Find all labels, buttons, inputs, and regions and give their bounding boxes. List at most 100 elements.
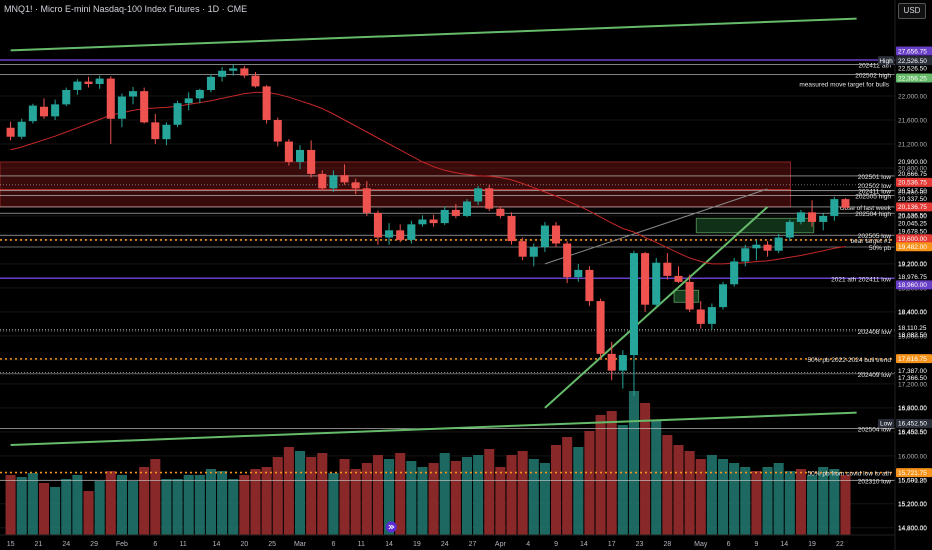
price-pill-label: 18,082.50 (898, 332, 927, 339)
price-pill (896, 242, 932, 252)
y-tick-label: 18,400.00 (898, 309, 927, 316)
price-pill-label: 20,136.50 (898, 213, 927, 220)
price-pill-label: 20,900.00 (898, 159, 927, 166)
volume-bar (395, 453, 406, 535)
volume-bar (205, 469, 216, 535)
volume-bar (784, 471, 795, 535)
volume-bar (461, 457, 473, 535)
price-pill-label: 19,482.00 (898, 244, 927, 251)
candle-body (496, 208, 505, 216)
price-pill (878, 56, 894, 66)
candle-body (585, 269, 594, 302)
candle-body (162, 124, 171, 140)
volume-bar (128, 481, 139, 535)
candle-body (418, 219, 427, 225)
candle-body (129, 91, 138, 97)
volume-bar (551, 445, 562, 535)
candle-body (362, 188, 371, 213)
candle-body (340, 175, 349, 183)
candle-body (106, 78, 115, 119)
volume-bar (83, 491, 94, 535)
candle-body (618, 355, 627, 371)
tv-logo-icon[interactable] (385, 521, 397, 533)
volume-bar (294, 451, 306, 535)
y-tick-label: 21,600.00 (898, 117, 927, 124)
candle-body (518, 241, 527, 257)
volume-bar (72, 475, 83, 535)
candle-body (730, 261, 739, 285)
price-pill-label: 15,591.25 (898, 478, 927, 485)
volume-bar (350, 469, 361, 535)
level-label: 202412 ath (858, 62, 891, 69)
candle-body (819, 215, 828, 222)
level-label: 202502 low (858, 183, 892, 190)
y-tick-label: 15,200.00 (898, 501, 927, 508)
x-tick-label: Apr (495, 541, 507, 548)
price-pill (896, 354, 932, 364)
candle-body (140, 91, 149, 123)
volume-bar (807, 475, 818, 535)
candle-body (329, 175, 338, 189)
price-pill-label: 17,366.50 (898, 375, 927, 382)
resistance-zone (0, 189, 792, 208)
volume-bar (27, 473, 38, 535)
y-tick-label: 15,600.00 (898, 477, 927, 484)
y-tick-label: 20,400.00 (898, 189, 927, 196)
candle-body (485, 188, 494, 209)
candle-body (218, 70, 227, 77)
volume-bar (61, 479, 72, 535)
candle-body (451, 209, 460, 216)
candle-body (629, 253, 638, 356)
price-pill (896, 418, 932, 428)
volume-bar (729, 463, 740, 535)
price-pill-label: 22,526.50 (898, 66, 927, 73)
price-pill-label: 18,110.25 (898, 325, 927, 332)
volume-bar (105, 471, 116, 535)
candle-body (652, 262, 661, 305)
volume-bar (484, 449, 495, 535)
volume-bar (662, 435, 673, 535)
candle-body (51, 104, 60, 117)
candle-body (73, 81, 82, 90)
volume-bar (818, 467, 829, 535)
price-pill-label: 15,721.75 (898, 470, 927, 477)
candle-body (351, 182, 360, 189)
volume-bar (829, 469, 840, 535)
price-pill-label: 18,960.00 (898, 282, 927, 289)
level-label: 202408 low (858, 329, 892, 336)
level-label: 202310 low (858, 478, 892, 485)
y-tick-label: 22,000.00 (898, 93, 927, 100)
moving-average-line (10, 91, 846, 265)
x-tick-label: 24 (441, 541, 449, 548)
candle-body (307, 149, 316, 174)
candle-body (84, 81, 93, 84)
x-tick-label: 9 (554, 541, 558, 548)
volume-bar (517, 451, 528, 535)
volume-bar (217, 471, 228, 535)
volume-bar (94, 481, 105, 535)
price-pill-label: 16,800.00 (898, 405, 927, 412)
price-axis (895, 0, 932, 550)
volume-bar (651, 421, 662, 535)
y-tick-label: 19,200.00 (898, 261, 927, 268)
volume-bar (539, 463, 550, 535)
candle-body (540, 225, 549, 248)
level-label: 202504 low (858, 427, 892, 434)
price-pill-label: 14,800.00 (898, 525, 927, 532)
x-tick-label: May (694, 541, 708, 548)
volume-bar (695, 459, 706, 535)
x-tick-label: 29 (90, 541, 98, 548)
volume-bar (450, 461, 461, 535)
x-tick-label: 14 (580, 541, 588, 548)
volume-bar (361, 463, 372, 535)
level-label: close of last week (840, 205, 892, 212)
volume-bar (239, 475, 250, 535)
candle-body (830, 199, 839, 216)
candle-body (284, 141, 293, 162)
x-tick-label: 24 (62, 541, 70, 548)
x-tick-label: 4 (526, 541, 530, 548)
x-tick-label: Mar (294, 541, 307, 548)
currency-button[interactable]: USD (898, 3, 926, 19)
level-label: 202501 low (858, 174, 892, 181)
